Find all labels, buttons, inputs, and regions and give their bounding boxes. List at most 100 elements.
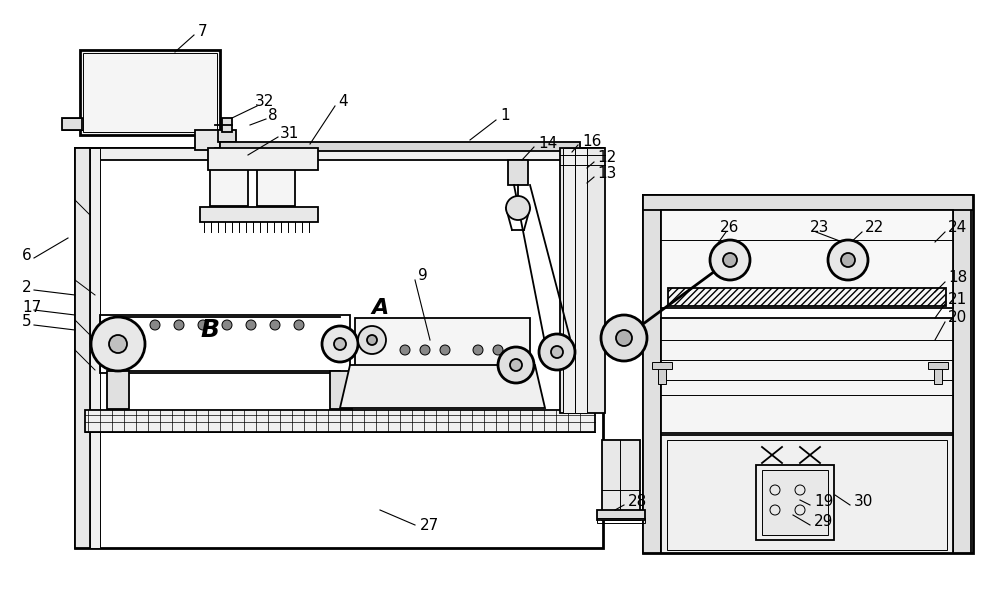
Circle shape: [493, 345, 503, 355]
Text: 30: 30: [854, 495, 873, 510]
Bar: [100, 315, 350, 373]
Circle shape: [551, 346, 563, 358]
Bar: [220, 142, 580, 151]
Text: 32: 32: [255, 94, 274, 109]
Bar: [652, 362, 672, 369]
Circle shape: [710, 240, 750, 280]
Circle shape: [109, 335, 127, 353]
Text: 18: 18: [948, 271, 967, 286]
Circle shape: [367, 335, 377, 345]
Bar: [643, 195, 661, 553]
Text: 9: 9: [418, 269, 428, 283]
Bar: [85, 410, 595, 432]
Text: 29: 29: [814, 515, 833, 530]
Bar: [75, 148, 603, 160]
Text: 27: 27: [420, 518, 439, 533]
Text: 28: 28: [628, 495, 647, 510]
Bar: [667, 440, 947, 550]
Text: B: B: [200, 318, 220, 342]
Text: A: A: [371, 298, 389, 318]
Bar: [661, 318, 953, 433]
Bar: [200, 207, 318, 222]
Bar: [575, 148, 587, 413]
Circle shape: [539, 334, 575, 370]
Circle shape: [174, 320, 184, 330]
Text: 2: 2: [22, 280, 32, 295]
Bar: [210, 168, 248, 206]
Circle shape: [616, 330, 632, 346]
Text: 17: 17: [22, 301, 41, 315]
Bar: [928, 362, 948, 369]
Text: 24: 24: [948, 220, 967, 236]
Bar: [661, 210, 953, 308]
Text: 6: 6: [22, 248, 32, 263]
Text: 20: 20: [948, 310, 967, 326]
Circle shape: [473, 345, 483, 355]
Bar: [355, 318, 530, 366]
Bar: [62, 118, 82, 130]
Circle shape: [294, 320, 304, 330]
Bar: [80, 50, 220, 135]
Bar: [83, 53, 217, 132]
Circle shape: [400, 345, 410, 355]
Bar: [643, 195, 973, 553]
Text: 5: 5: [22, 315, 32, 330]
Polygon shape: [340, 365, 545, 408]
Circle shape: [91, 317, 145, 371]
Circle shape: [841, 253, 855, 267]
Text: 4: 4: [338, 94, 348, 109]
Circle shape: [322, 326, 358, 362]
Bar: [661, 435, 953, 553]
Bar: [75, 148, 90, 548]
Bar: [563, 148, 575, 413]
Bar: [643, 195, 973, 210]
Text: 13: 13: [597, 167, 616, 181]
Circle shape: [828, 240, 868, 280]
Bar: [75, 148, 603, 548]
Bar: [257, 168, 295, 206]
Text: 8: 8: [268, 109, 278, 123]
Bar: [330, 371, 352, 409]
Circle shape: [358, 326, 386, 354]
Text: 7: 7: [198, 25, 208, 39]
Text: 12: 12: [597, 150, 616, 165]
Circle shape: [334, 338, 346, 350]
Bar: [597, 518, 645, 523]
Bar: [90, 148, 100, 548]
Bar: [934, 362, 942, 384]
Bar: [107, 371, 129, 409]
Text: 22: 22: [865, 220, 884, 236]
Text: 23: 23: [810, 220, 829, 236]
Bar: [560, 148, 605, 413]
Bar: [602, 440, 640, 520]
Text: 21: 21: [948, 292, 967, 307]
Circle shape: [498, 347, 534, 383]
Text: 14: 14: [538, 135, 557, 150]
Bar: [218, 130, 236, 142]
Text: 31: 31: [280, 126, 299, 141]
Bar: [762, 470, 828, 535]
Bar: [953, 195, 971, 553]
Circle shape: [222, 320, 232, 330]
Circle shape: [723, 253, 737, 267]
Circle shape: [150, 320, 160, 330]
Circle shape: [420, 345, 430, 355]
Bar: [215, 148, 243, 218]
Bar: [508, 160, 528, 185]
Bar: [668, 288, 946, 306]
Circle shape: [440, 345, 450, 355]
Bar: [208, 148, 318, 170]
Bar: [756, 465, 834, 540]
Text: 26: 26: [720, 220, 739, 236]
Circle shape: [506, 196, 530, 220]
Text: 1: 1: [500, 109, 510, 123]
Circle shape: [246, 320, 256, 330]
Bar: [195, 130, 220, 150]
Text: 19: 19: [814, 495, 833, 510]
Circle shape: [198, 320, 208, 330]
Bar: [597, 510, 645, 520]
Text: 16: 16: [582, 135, 601, 150]
Circle shape: [270, 320, 280, 330]
Bar: [222, 118, 232, 132]
Bar: [658, 362, 666, 384]
